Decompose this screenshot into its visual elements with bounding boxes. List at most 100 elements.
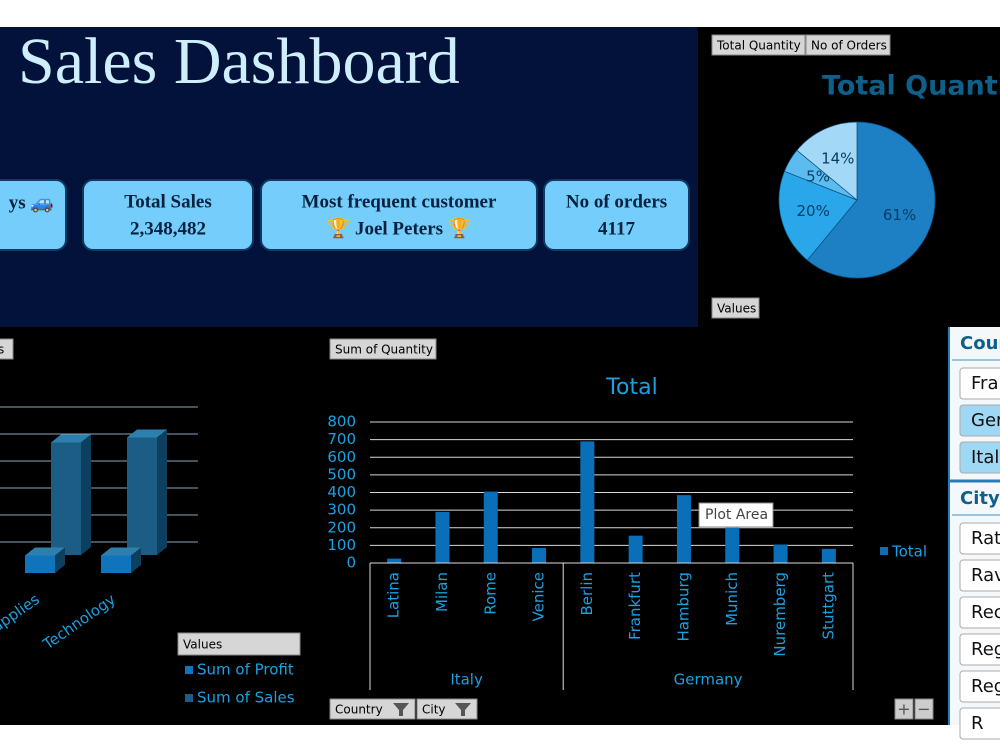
- bar: [725, 527, 740, 563]
- y-tick-label: 600: [327, 448, 356, 466]
- bar-front: [51, 442, 81, 555]
- y-tick-label: 0: [346, 554, 356, 572]
- x-tick-label: Nuremberg: [771, 572, 789, 657]
- legend-title: Values: [183, 638, 222, 652]
- kpi-label: ys 🚙: [9, 192, 54, 213]
- x-tick-label: Milan: [433, 572, 451, 612]
- bar-top: [51, 434, 91, 443]
- slicer-item-label: Reg: [971, 639, 1000, 660]
- kpi-card: [543, 179, 690, 251]
- x-tick-label: Rome: [481, 572, 499, 615]
- legend-swatch: [185, 666, 193, 674]
- field-button[interactable]: [0, 338, 14, 360]
- y-tick-label: 700: [327, 430, 356, 448]
- bar: [483, 491, 498, 563]
- field-button[interactable]: [711, 297, 760, 319]
- pie-slice: [778, 170, 858, 261]
- bar-front: [25, 555, 55, 573]
- bar-top: [127, 429, 167, 438]
- kpi-card: [0, 179, 67, 251]
- slicer-item-label: R: [971, 713, 984, 734]
- tooltip: [698, 502, 774, 528]
- slicer-item[interactable]: [959, 441, 1000, 474]
- y-tick-label: 500: [327, 465, 356, 483]
- slicer-item-label: Rat: [971, 528, 1000, 549]
- bar: [435, 511, 450, 563]
- tooltip-text: Plot Area: [705, 507, 768, 523]
- bar: [580, 441, 595, 563]
- bar: [676, 495, 691, 563]
- y-tick-label: 400: [327, 483, 356, 501]
- field-button-label: Values: [0, 343, 4, 357]
- kpi-label: Total Sales: [124, 191, 211, 212]
- x-tick-label: Hamburg: [674, 572, 692, 642]
- bar-top: [101, 547, 141, 556]
- x-tick-label: Stuttgart: [819, 572, 837, 640]
- legend-label: Sum of Sales: [197, 689, 295, 707]
- slicer-item-label: Reg: [971, 676, 1000, 697]
- zoom-button[interactable]: [894, 698, 914, 720]
- slicer-item[interactable]: [959, 404, 1000, 437]
- slicer-item[interactable]: [959, 559, 1000, 592]
- group-label: Germany: [674, 671, 743, 689]
- pie-label: 61%: [883, 206, 916, 224]
- bar: [387, 558, 402, 563]
- filter-button[interactable]: [329, 698, 416, 720]
- field-button-label: Total Quantity: [716, 39, 801, 53]
- legend-label: Sum of Profit: [197, 661, 294, 679]
- kpi-value: 2,348,482: [130, 218, 206, 239]
- slicer-item[interactable]: [959, 633, 1000, 666]
- x-tick-label: Munich: [723, 572, 741, 626]
- chart-title: Total: [605, 375, 657, 400]
- bar-3d: [127, 429, 167, 555]
- zoom-button[interactable]: [914, 698, 934, 720]
- y-tick-label: 800: [327, 413, 356, 431]
- pie-slice: [806, 121, 936, 279]
- kpi-label: Most frequent customer: [302, 191, 497, 212]
- slicer-item-label: Ger: [971, 410, 1000, 431]
- slicer-title: Coun: [960, 333, 1000, 354]
- kpi-label: No of orders: [566, 191, 667, 212]
- filter-button-label: Country: [335, 703, 383, 717]
- bar-front: [127, 437, 157, 555]
- slicer-item[interactable]: [959, 670, 1000, 703]
- legend-swatch: [880, 547, 888, 555]
- bar: [628, 535, 643, 563]
- slicer-item-label: Rav: [971, 565, 1000, 586]
- x-tick-label: Venice: [530, 572, 548, 621]
- bar-top: [25, 547, 65, 556]
- kpi-value: 4117: [598, 218, 635, 239]
- field-button[interactable]: [805, 34, 891, 56]
- bar-side: [55, 547, 65, 573]
- y-tick-label: 200: [327, 518, 356, 536]
- bar-front: [101, 555, 131, 573]
- bar: [773, 544, 788, 563]
- bar-side: [81, 434, 91, 555]
- slicer-item[interactable]: [959, 707, 1000, 740]
- kpi-value: 🏆 Joel Peters 🏆: [327, 216, 472, 239]
- bar-3d: [101, 547, 141, 573]
- bar: [821, 548, 836, 563]
- kpi-card: [260, 179, 538, 251]
- field-button-label: No of Orders: [811, 39, 887, 53]
- x-tick-label: Berlin: [578, 572, 596, 616]
- x-tick-label: Frankfurt: [626, 572, 644, 640]
- bar-side: [131, 547, 141, 573]
- slicer-item[interactable]: [959, 596, 1000, 629]
- zoom-label: +: [897, 700, 910, 719]
- kpi-card: [82, 179, 254, 251]
- field-button[interactable]: [711, 34, 806, 56]
- slicer-item[interactable]: [959, 367, 1000, 400]
- field-button-label: Sum of Quantity: [335, 343, 433, 357]
- pie-title: Total Quantity: [822, 71, 1000, 102]
- dashboard-title: Sales Dashboard: [18, 25, 460, 98]
- slicer-item-label: Ital: [971, 447, 999, 468]
- zoom-label: −: [917, 700, 930, 719]
- filter-icon: [455, 703, 471, 716]
- pie-label: 20%: [797, 202, 830, 220]
- slicer-item[interactable]: [959, 522, 1000, 555]
- slicer-title: City: [960, 488, 1000, 509]
- field-button[interactable]: [329, 338, 437, 360]
